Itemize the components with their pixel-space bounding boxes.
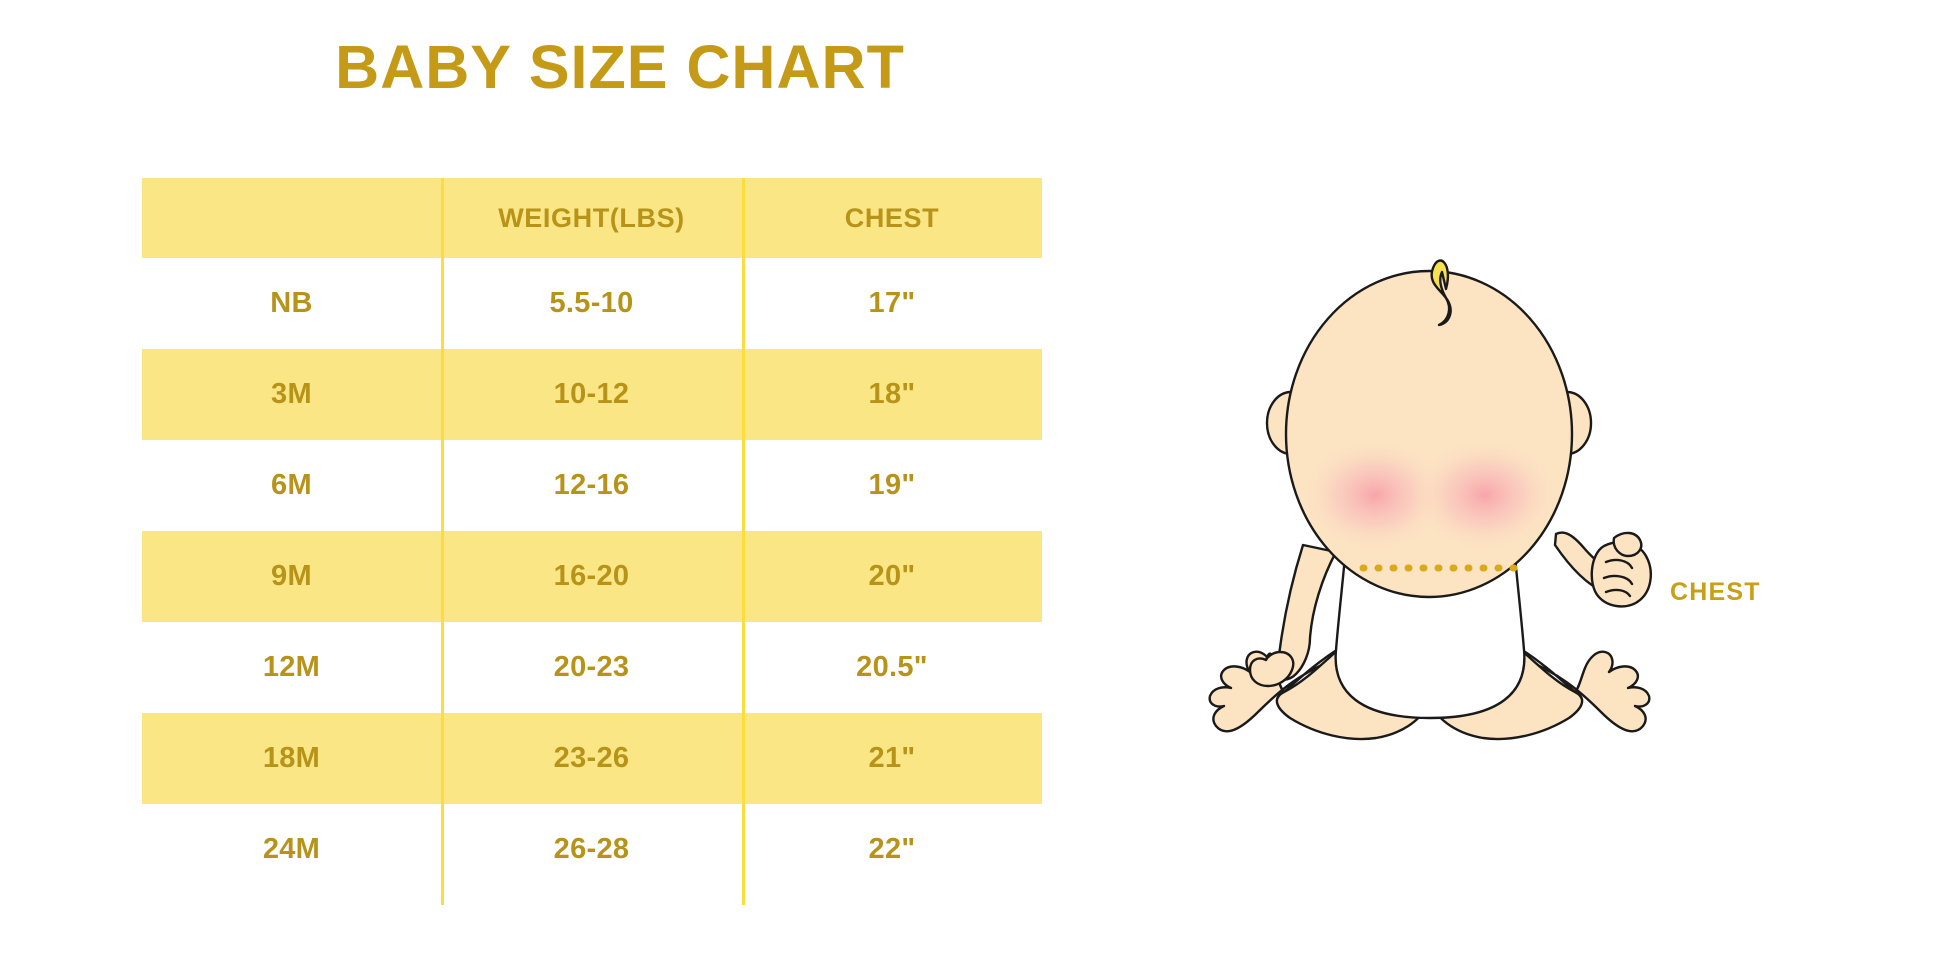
baby-hair-curl — [1430, 259, 1452, 327]
chest-label: CHEST — [1670, 578, 1761, 606]
column-header-chest: CHEST — [742, 178, 1042, 258]
table-row: 12M 20-23 20.5" — [142, 622, 1042, 713]
baby-blush — [1303, 439, 1557, 551]
cell-chest: 21" — [742, 713, 1042, 804]
table-body: NB 5.5-10 17" 3M 10-12 18" 6M 12-16 19" … — [142, 258, 1042, 895]
baby-right-arm — [1553, 531, 1652, 608]
column-header-size — [142, 178, 441, 258]
table-row: NB 5.5-10 17" — [142, 258, 1042, 349]
cell-weight: 20-23 — [441, 622, 742, 713]
table-header-row: WEIGHT(LBS) CHEST — [142, 178, 1042, 258]
size-chart-table: WEIGHT(LBS) CHEST NB 5.5-10 17" 3M 10-12… — [142, 178, 1042, 895]
cell-weight: 5.5-10 — [441, 258, 742, 349]
cell-chest: 17" — [742, 258, 1042, 349]
table-row: 18M 23-26 21" — [142, 713, 1042, 804]
column-divider-line — [742, 178, 745, 905]
page-title: BABY SIZE CHART — [335, 33, 905, 101]
cell-weight: 10-12 — [441, 349, 742, 440]
cell-size: 12M — [142, 622, 441, 713]
cell-chest: 20" — [742, 531, 1042, 622]
table-row: 24M 26-28 22" — [142, 804, 1042, 895]
cell-size: 3M — [142, 349, 441, 440]
table-row: 3M 10-12 18" — [142, 349, 1042, 440]
table-header: WEIGHT(LBS) CHEST — [142, 178, 1042, 258]
cell-size: 24M — [142, 804, 441, 895]
baby-left-arm — [1248, 543, 1338, 688]
cell-weight: 12-16 — [441, 440, 742, 531]
cell-chest: 19" — [742, 440, 1042, 531]
table-row: 9M 16-20 20" — [142, 531, 1042, 622]
cell-size: 6M — [142, 440, 441, 531]
column-divider-line — [441, 178, 444, 905]
baby-illustration — [1180, 240, 1680, 800]
cell-weight: 26-28 — [441, 804, 742, 895]
cell-size: NB — [142, 258, 441, 349]
cell-weight: 23-26 — [441, 713, 742, 804]
column-header-weight: WEIGHT(LBS) — [441, 178, 742, 258]
cell-chest: 18" — [742, 349, 1042, 440]
cell-chest: 22" — [742, 804, 1042, 895]
cell-size: 18M — [142, 713, 441, 804]
table-row: 6M 12-16 19" — [142, 440, 1042, 531]
cell-weight: 16-20 — [441, 531, 742, 622]
cell-size: 9M — [142, 531, 441, 622]
cell-chest: 20.5" — [742, 622, 1042, 713]
